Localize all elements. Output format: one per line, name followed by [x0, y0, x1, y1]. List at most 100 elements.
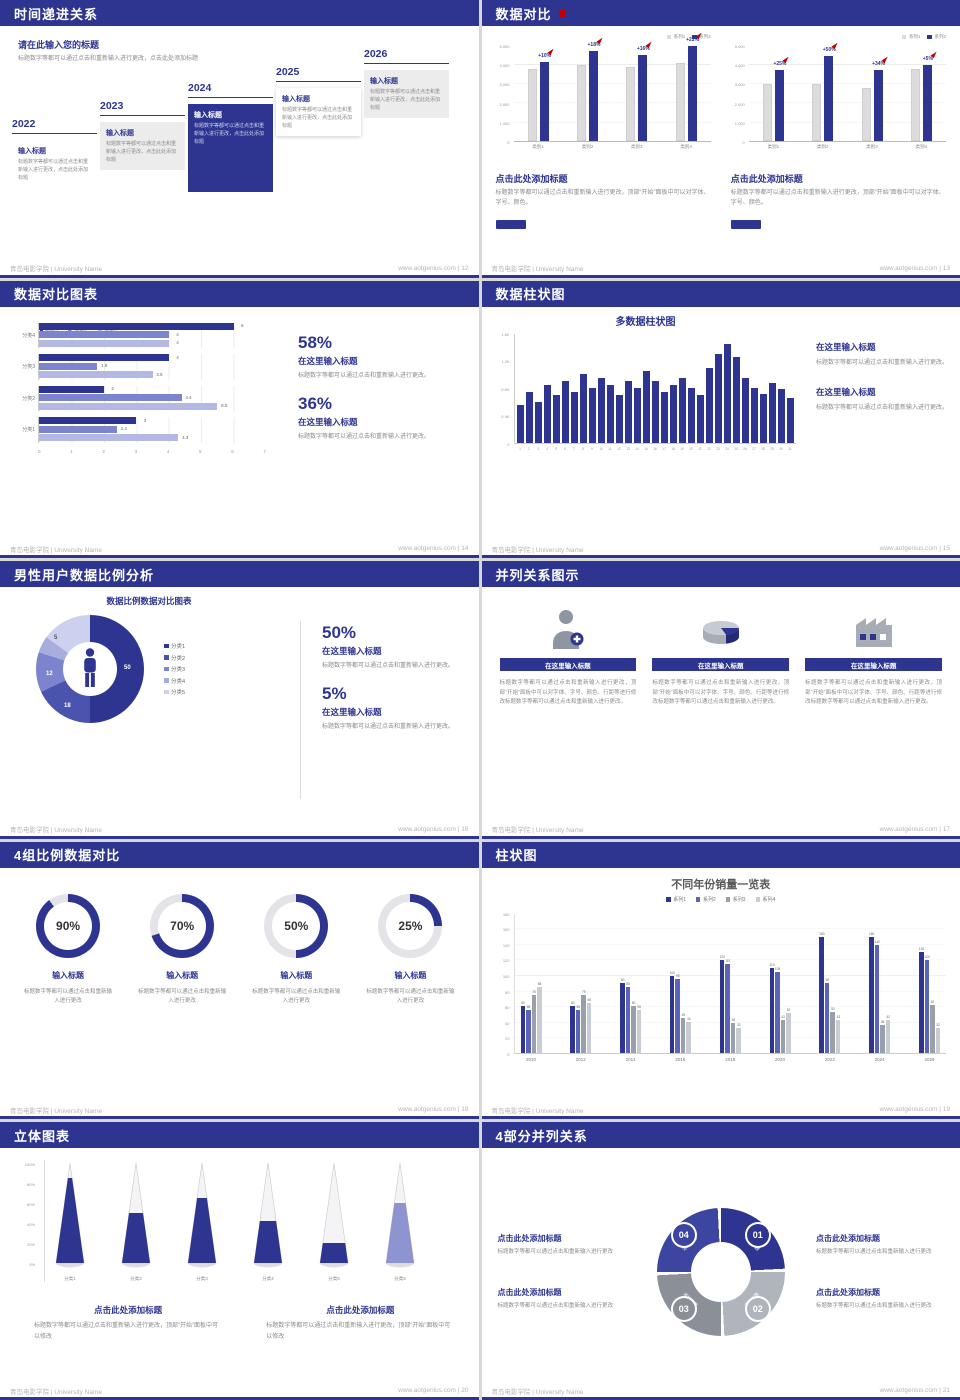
bar-row: 分类4 6 4 4 [14, 322, 266, 349]
bar-value-label: 4 [176, 340, 179, 346]
slide-body: 在这里输入标题 标题数字等都可以通过点击和重新输入进行更改，顶部“开始”面板中可… [482, 587, 960, 823]
x-tick-label: 分类3 [196, 1276, 208, 1282]
bar: 62 [930, 1000, 935, 1053]
category-label: 分类3 [22, 364, 35, 371]
x-tick-label: 17 [662, 446, 666, 451]
x-tick-label: 类别1 [532, 144, 544, 149]
bar-column: 15 [642, 334, 650, 451]
stats-column: 50% 在这里输入标题 标题数字等都可以通过点击和重新输入进行更改。 5% 在这… [322, 623, 465, 745]
bottom-accent-bar [0, 835, 479, 839]
legend-label: 系列4 [762, 896, 776, 903]
y-tick-label: 100 [502, 974, 510, 980]
slide-14-bar-comparison[interactable]: 数据对比图表 分类4 6 4 4 分类3 4 1.8 3.5 分类2 2 4.4 5.5 分类1 3 2.4… [0, 280, 479, 559]
bar-value-label: 120 [924, 955, 930, 960]
bar-value-label: +25% [773, 60, 787, 67]
donut-chart-area: 数据比例数据对比图表 50 18 12 5 分类1 分类2 分类3 分类4 分类5 [10, 595, 288, 724]
slide-body: 点击此处添加标题 标题数字等都可以通过点击和重新输入进行更改 点击此处添加标题 … [482, 1148, 960, 1384]
bar-chart-plot: 分类4 6 4 4 分类3 4 1.8 3.5 分类2 2 4.4 5.5 分类1 3 2.4 4.3 0 1 2 3… [14, 322, 266, 454]
timeline-item: 2026 输入标题 标题数字等都可以通过点击和重新输入进行更改，点击此处添加标题 [364, 48, 449, 119]
slide-body: 多数据柱状图 1.6K 1.2K 0.8K 0.4K 0 1 2 3 4 5 6 7 8 9 10 11 12 1… [482, 307, 960, 543]
legend-label: 分类1 [171, 644, 186, 651]
bar-stack: 2 4.4 5.5 [38, 385, 266, 412]
slide-15-column-chart[interactable]: 数据柱状图 多数据柱状图 1.6K 1.2K 0.8K 0.4K 0 1 2 3 4 5 6 7 8 9 1… [481, 280, 960, 559]
legend-swatch [755, 897, 761, 902]
block-body: 标题数字等都可以通过点击和重新输入进行更改 [816, 1248, 932, 1255]
y-axis: 1.6K 1.2K 0.8K 0.4K 0 [496, 332, 512, 447]
column-header-bar: 在这里输入标题 [805, 658, 942, 672]
slide-header: 立体图表 [0, 1122, 479, 1149]
stat-block: 36% 在这里输入标题 标题数字等都可以通过点击和重新输入进行更改。 [298, 394, 465, 442]
bar-row: 分类3 4 1.8 3.5 [14, 354, 266, 380]
x-tick-label: 2022 [824, 1056, 835, 1062]
slide-21-four-part-circle[interactable]: 4部分并列关系 点击此处添加标题 标题数字等都可以通过点击和重新输入进行更改 点… [481, 1122, 960, 1400]
slide-12-timeline[interactable]: 时间递进关系 请在此输入您的标题 标题数字等都可以通过点击和重新输入进行更改，点… [0, 0, 479, 278]
bar-column: 4 [543, 334, 551, 451]
bar-series2: +25% [773, 53, 792, 141]
timeline-box: 输入标题 标题数字等都可以通过点击和重新输入进行更改，点击此处添加标题 [188, 104, 273, 192]
slide-body: 请在此输入您的标题 标题数字等都可以通过点击和重新输入进行更改，点击此处添加标题… [0, 26, 479, 262]
cone-3d: 分类2 [121, 1163, 151, 1282]
timeline-item: 2024 输入标题 标题数字等都可以通过点击和重新输入进行更改，点击此处添加标题 [188, 82, 273, 192]
footer-url-page: www.aotgenius.com | 15 [879, 545, 950, 553]
bar: 90 [824, 978, 830, 1053]
bar-group: +22% 类别4 [668, 29, 705, 149]
bar-column: 14 [633, 334, 641, 451]
slide-title: 数据对比 [495, 6, 552, 22]
ring-center [690, 1242, 751, 1303]
slide-19-grouped-bars[interactable]: 柱状图 不同年份销量一览表 系列1 系列2 系列3 系列4 180 160 140 120 1… [481, 841, 960, 1120]
item-body: 标题数字等都可以通过点击和重新输入进行更改 [366, 988, 455, 1005]
bar [561, 381, 569, 443]
bar-series1 [861, 87, 871, 141]
cone-chart: 100% 80% 60% 40% 20% 0% 分类1 分类2 分类3 分类4 分类5 分类6 [18, 1160, 438, 1290]
x-tick-label: 4 [166, 448, 170, 454]
slide-footer: 青岛电影学院 | University Name www.aotgenius.c… [482, 1103, 960, 1116]
four-part-ring-diagram: 添加标题 添加标题 添加标题 添加标题 01 02 03 04 [656, 1208, 785, 1337]
bar-value-label: 4.4 [185, 394, 192, 400]
x-tick-label: 10 [599, 446, 603, 451]
slide-17-parallel-relations[interactable]: 并列关系图示 在这里输入标题 标题数字等都可以通过点击和重新输 [481, 561, 960, 839]
y-tick-label: 80 [505, 989, 510, 995]
x-tick-label: 类别2 [581, 144, 594, 149]
timeline-box-title: 输入标题 [106, 130, 134, 137]
bar-value-label: 140 [874, 939, 880, 944]
bar-series1 [626, 66, 636, 141]
bar-column: 19 [678, 334, 686, 451]
slide-16-male-ratio[interactable]: 男性用户数据比例分析 数据比例数据对比图表 [0, 561, 479, 839]
ratio-item: 90% 输入标题 标题数字等都可以通过点击和重新输入进行更改 [20, 893, 116, 1096]
slide-18-four-ratio-rings[interactable]: 4组比例数据对比 90% 输入标题 标题数字等都可以通过点击和重新输入进行更改 … [0, 841, 479, 1120]
text-column: 在这里输入标题 标题数字等都可以通过点击和重新输入进行更改。 在这里输入标题 标… [816, 341, 948, 431]
column-chart-area: 多数据柱状图 1.6K 1.2K 0.8K 0.4K 0 1 2 3 4 5 6 7 8 9 10 11 12 1… [496, 313, 796, 469]
accent-button[interactable] [730, 220, 761, 229]
slide-footer: 青岛电影学院 | University Name www.aotgenius.c… [482, 1384, 960, 1397]
ratio-item: 25% 输入标题 标题数字等都可以通过点击和重新输入进行更改 [362, 893, 458, 1096]
slide-20-3d-cones[interactable]: 立体图表 100% 80% 60% 40% 20% 0% 分类1 分类2 分类3 分类4 分类5 分类… [0, 1122, 479, 1400]
bar-column: 18 [669, 334, 677, 451]
section-body: 标题数字等都可以通过点击和重新输入进行更改，顶部“开始”面板中可以对字体、字号、… [730, 190, 945, 207]
slide-13-data-comparison[interactable]: 数据对比 系列1 系列2 5,000 4,000 3,000 2,000 1,000 0 +… [481, 0, 960, 278]
column-header-bar: 在这里输入标题 [499, 658, 637, 672]
bar-value-label: +34% [872, 60, 885, 67]
legend-item: 系列1 [901, 34, 920, 40]
bar-series1 [675, 63, 685, 141]
accent-button[interactable] [495, 220, 526, 229]
bar-group: 150 90 53 43 2022 [819, 914, 841, 1062]
bar-value-label: 53 [831, 1006, 835, 1011]
bar-value-label: 120 [719, 955, 725, 960]
slide-title: 立体图表 [14, 1128, 71, 1144]
bar: 43 [835, 1015, 841, 1053]
block-body: 标题数字等都可以通过点击和重新输入进行更改 [816, 1303, 932, 1310]
slide-header: 男性用户数据比例分析 [0, 561, 479, 588]
y-tick-label: 120 [502, 958, 510, 964]
bar: 52 [786, 1008, 791, 1053]
pie-3d-icon [652, 603, 789, 649]
footer-url-page: www.aotgenius.com | 19 [879, 1106, 950, 1114]
footer-url-page: www.aotgenius.com | 16 [398, 825, 469, 833]
red-accent-icon [558, 9, 566, 17]
x-tick-label: 28 [761, 446, 765, 451]
y-tick-label: 5,000 [499, 44, 510, 49]
slide-header: 数据柱状图 [481, 280, 960, 307]
block-title: 点击此处添加标题 [497, 1233, 562, 1243]
bar [597, 377, 605, 443]
timeline-box-text: 标题数字等都可以通过点击和重新输入进行更改，点击此处添加标题 [106, 141, 177, 163]
section-body: 标题数字等都可以通过点击和重新输入进行更改，顶部“开始”面板中可以对字体、字号、… [495, 190, 710, 207]
